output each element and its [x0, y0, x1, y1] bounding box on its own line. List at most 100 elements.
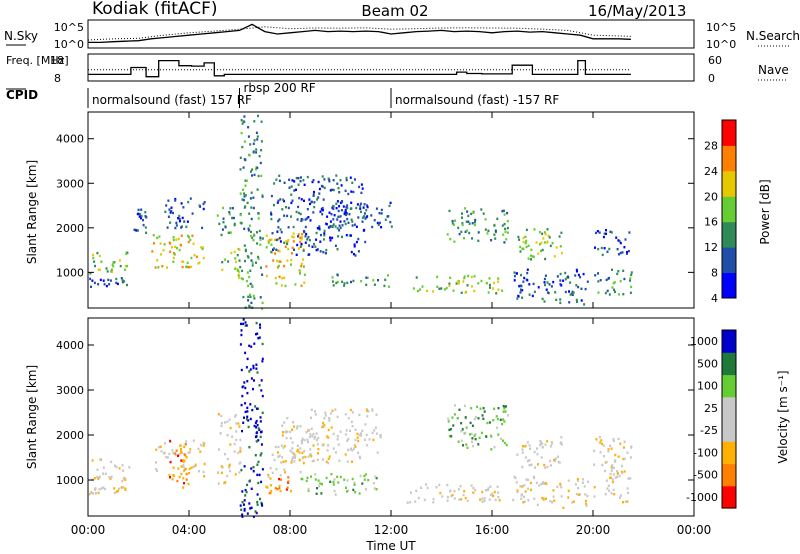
echo-cell	[440, 287, 443, 290]
echo-cell	[271, 232, 274, 235]
echo-cell	[599, 279, 602, 282]
echo-cell	[536, 453, 539, 456]
echo-cell	[315, 231, 318, 235]
echo-cell	[310, 455, 313, 458]
echo-cell	[486, 421, 489, 425]
echo-cell	[239, 343, 242, 346]
echo-cell	[359, 204, 362, 208]
time-axis-label: Time UT	[365, 539, 416, 553]
echo-cell	[251, 284, 254, 287]
echo-cell	[274, 238, 276, 242]
echo-cell	[310, 427, 313, 430]
echo-cell	[390, 225, 393, 228]
echo-cell	[270, 489, 273, 493]
echo-cell	[547, 234, 550, 237]
echo-cell	[115, 490, 118, 493]
echo-cell	[490, 239, 493, 242]
echo-cell	[124, 488, 127, 491]
echo-cell	[621, 471, 624, 475]
echo-cell	[186, 220, 189, 223]
echo-cell	[122, 477, 125, 480]
colorbar-swatch	[722, 221, 736, 248]
echo-cell	[570, 292, 573, 296]
echo-cell	[523, 445, 526, 448]
echo-cell	[477, 417, 480, 420]
echo-cell	[175, 224, 178, 227]
echo-cell	[160, 450, 163, 453]
echo-cell	[367, 410, 370, 413]
echo-cell	[451, 493, 454, 497]
echo-cell	[250, 506, 253, 509]
echo-cell	[623, 457, 626, 460]
echo-cell	[506, 231, 509, 234]
echo-cell	[168, 208, 171, 211]
echo-cell	[482, 417, 485, 420]
echo-cell	[256, 473, 259, 477]
echo-cell	[344, 189, 347, 192]
echo-cell	[253, 424, 256, 428]
echo-cell	[375, 488, 378, 491]
echo-cell	[473, 275, 476, 278]
echo-cell	[238, 259, 241, 262]
echo-cell	[323, 232, 326, 235]
echo-cell	[357, 237, 360, 241]
echo-cell	[237, 271, 240, 274]
echo-cell	[540, 441, 542, 444]
echo-cell	[259, 435, 262, 439]
echo-cell	[164, 210, 167, 213]
echo-cell	[244, 179, 247, 182]
echo-cell	[235, 438, 238, 442]
echo-cell	[603, 232, 606, 235]
echo-cell	[616, 470, 618, 473]
echo-cell	[625, 252, 628, 255]
echo-cell	[552, 280, 555, 284]
echo-cell	[524, 235, 527, 238]
echo-cell	[102, 279, 105, 282]
echo-cell	[497, 288, 500, 291]
echo-cell	[477, 443, 480, 446]
echo-cell	[487, 291, 490, 294]
echo-cell	[571, 501, 574, 504]
echo-cell	[249, 143, 252, 146]
echo-cell	[311, 245, 314, 248]
echo-cell	[457, 440, 460, 443]
echo-cell	[244, 259, 246, 263]
echo-cell	[175, 238, 178, 241]
echo-cell	[255, 321, 258, 325]
echo-cell	[309, 453, 312, 456]
echo-cell	[606, 289, 609, 293]
echo-cell	[110, 460, 113, 464]
echo-cell	[461, 428, 464, 431]
echo-cell	[306, 438, 309, 441]
echo-cell	[296, 449, 299, 453]
echo-cell	[473, 289, 476, 293]
echo-cell	[608, 247, 611, 251]
echo-cell	[220, 424, 223, 428]
echo-cell	[326, 435, 329, 438]
echo-cell	[542, 481, 545, 484]
echo-cell	[548, 236, 551, 239]
echo-cell	[604, 291, 607, 295]
echo-cell	[250, 301, 253, 305]
echo-cell	[527, 487, 529, 490]
echo-cell	[220, 414, 223, 418]
echo-cell	[466, 284, 469, 287]
echo-cell	[360, 434, 363, 437]
echo-cell	[169, 476, 171, 479]
echo-cell	[309, 202, 311, 206]
echo-cell	[234, 257, 237, 260]
echo-cell	[333, 478, 336, 481]
echo-cell	[258, 428, 261, 431]
echo-cell	[463, 404, 466, 407]
echo-cell	[533, 497, 536, 500]
echo-cell	[124, 264, 127, 268]
echo-cell	[545, 497, 547, 500]
echo-cell	[122, 486, 125, 489]
echo-cell	[333, 214, 336, 217]
echo-cell	[297, 205, 300, 209]
echo-cell	[466, 446, 469, 449]
echo-cell	[240, 119, 243, 122]
echo-cell	[487, 487, 490, 490]
echo-cell	[600, 439, 603, 442]
